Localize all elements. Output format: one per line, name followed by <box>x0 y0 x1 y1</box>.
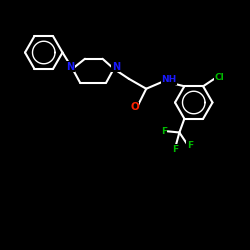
Text: F: F <box>172 145 178 154</box>
Text: N: N <box>112 62 120 72</box>
Text: O: O <box>130 102 139 113</box>
Text: Cl: Cl <box>214 73 224 82</box>
Text: N: N <box>66 62 74 72</box>
Text: F: F <box>187 141 193 150</box>
Text: NH: NH <box>161 76 176 84</box>
Text: F: F <box>161 127 167 136</box>
